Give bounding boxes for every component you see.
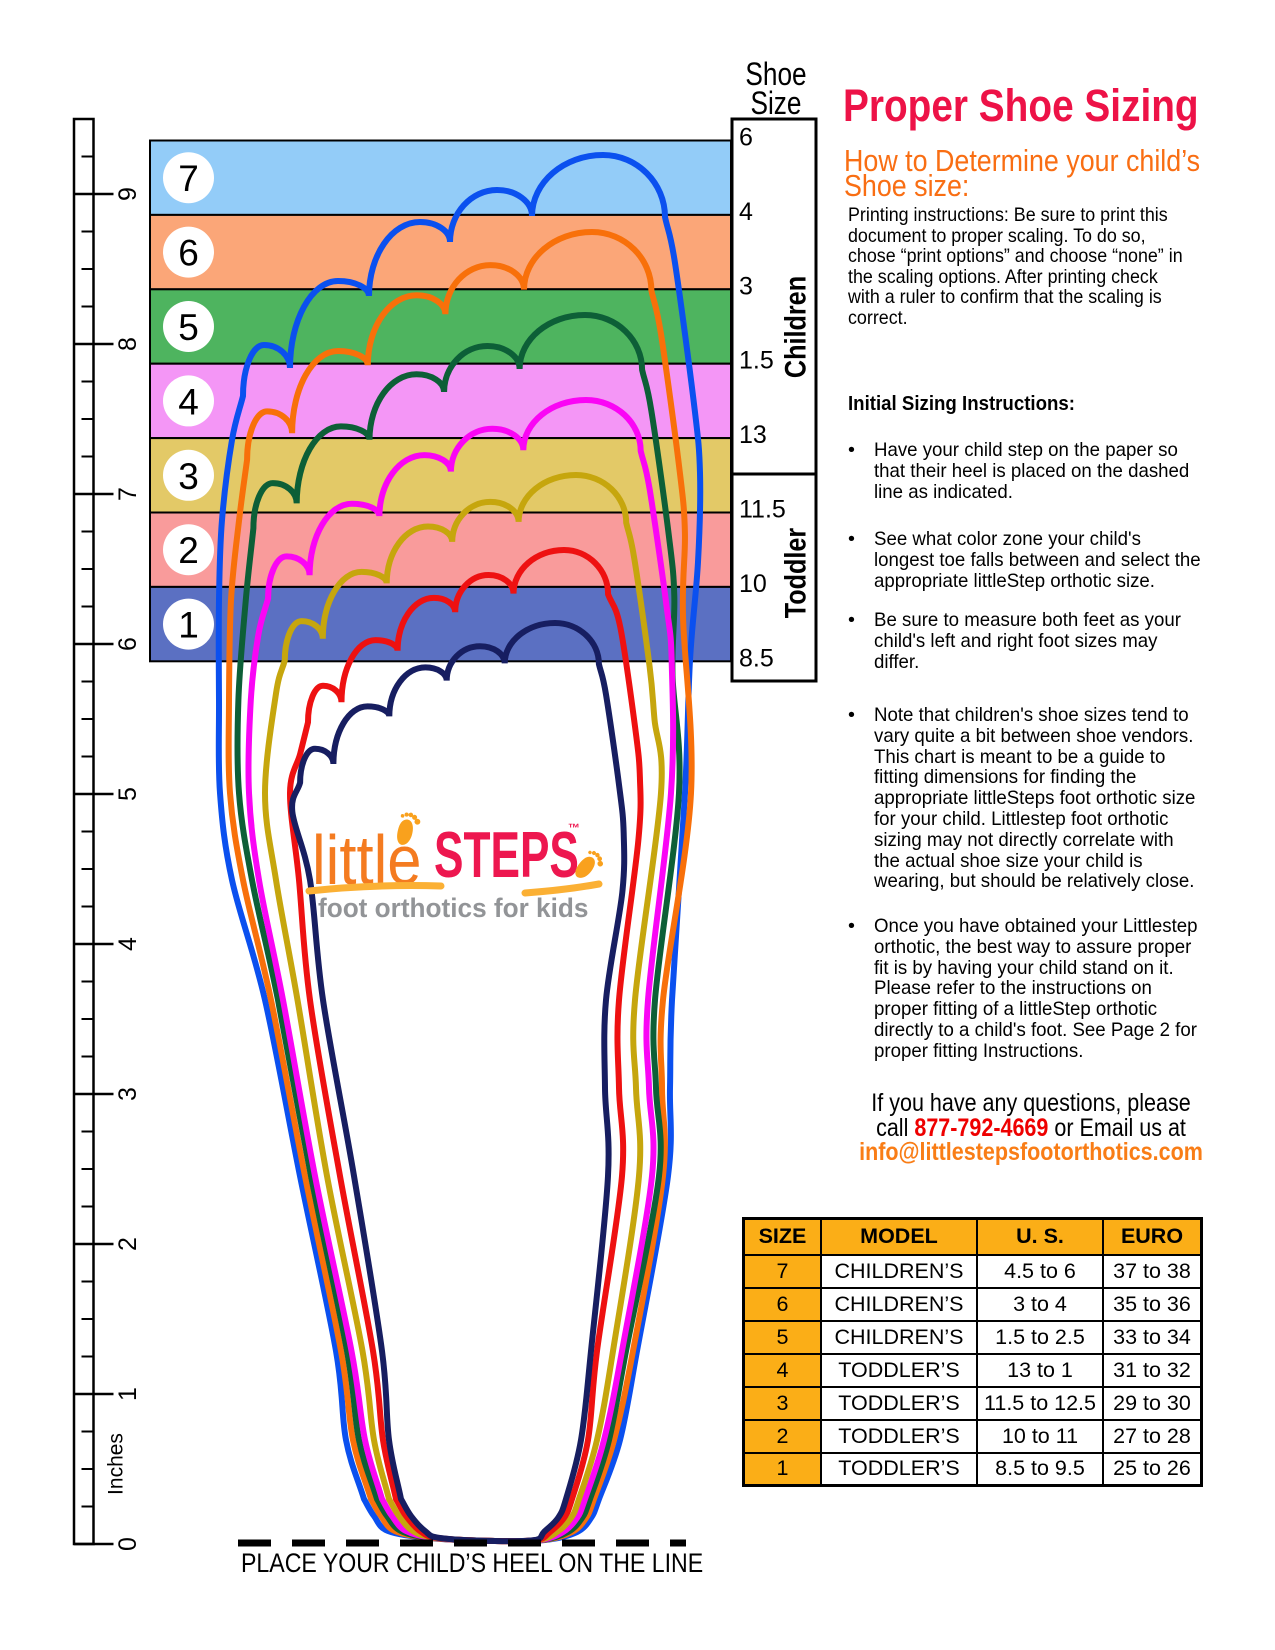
- svg-text:Size: Size: [750, 87, 801, 122]
- svg-text:8: 8: [114, 337, 142, 351]
- svg-text:11.5: 11.5: [739, 496, 786, 524]
- svg-text:4: 4: [114, 937, 142, 951]
- svg-text:6: 6: [114, 637, 142, 651]
- svg-text:6: 6: [178, 233, 199, 274]
- svg-text:Inches: Inches: [105, 1433, 128, 1495]
- svg-text:2: 2: [114, 1237, 142, 1251]
- svg-text:7: 7: [114, 487, 142, 501]
- svg-text:1.5: 1.5: [739, 347, 774, 375]
- svg-text:13: 13: [739, 421, 767, 449]
- svg-text:8.5: 8.5: [739, 644, 774, 672]
- svg-text:4: 4: [739, 198, 753, 226]
- svg-text:4: 4: [178, 381, 199, 422]
- svg-text:foot orthotics for kids: foot orthotics for kids: [318, 893, 588, 923]
- svg-text:0: 0: [114, 1537, 142, 1551]
- svg-text:10: 10: [739, 570, 767, 598]
- svg-text:5: 5: [114, 787, 142, 801]
- svg-text:2: 2: [178, 530, 199, 571]
- svg-text:Shoe: Shoe: [745, 58, 806, 93]
- svg-text:PLACE YOUR CHILD’S HEEL ON THE: PLACE YOUR CHILD’S HEEL ON THE LINE: [241, 1548, 703, 1578]
- svg-text:Children: Children: [778, 276, 812, 378]
- svg-text:1: 1: [178, 605, 199, 646]
- svg-text:9: 9: [114, 187, 142, 201]
- svg-text:Toddler: Toddler: [778, 528, 812, 619]
- svg-text:3: 3: [739, 272, 753, 300]
- svg-text:7: 7: [178, 158, 199, 199]
- svg-text:6: 6: [739, 124, 753, 152]
- svg-text:3: 3: [114, 1087, 142, 1101]
- svg-text:1: 1: [114, 1387, 142, 1401]
- svg-text:5: 5: [178, 307, 199, 348]
- svg-text:3: 3: [178, 456, 199, 497]
- svg-text:™: ™: [568, 821, 580, 835]
- svg-text:STEPS: STEPS: [434, 819, 579, 892]
